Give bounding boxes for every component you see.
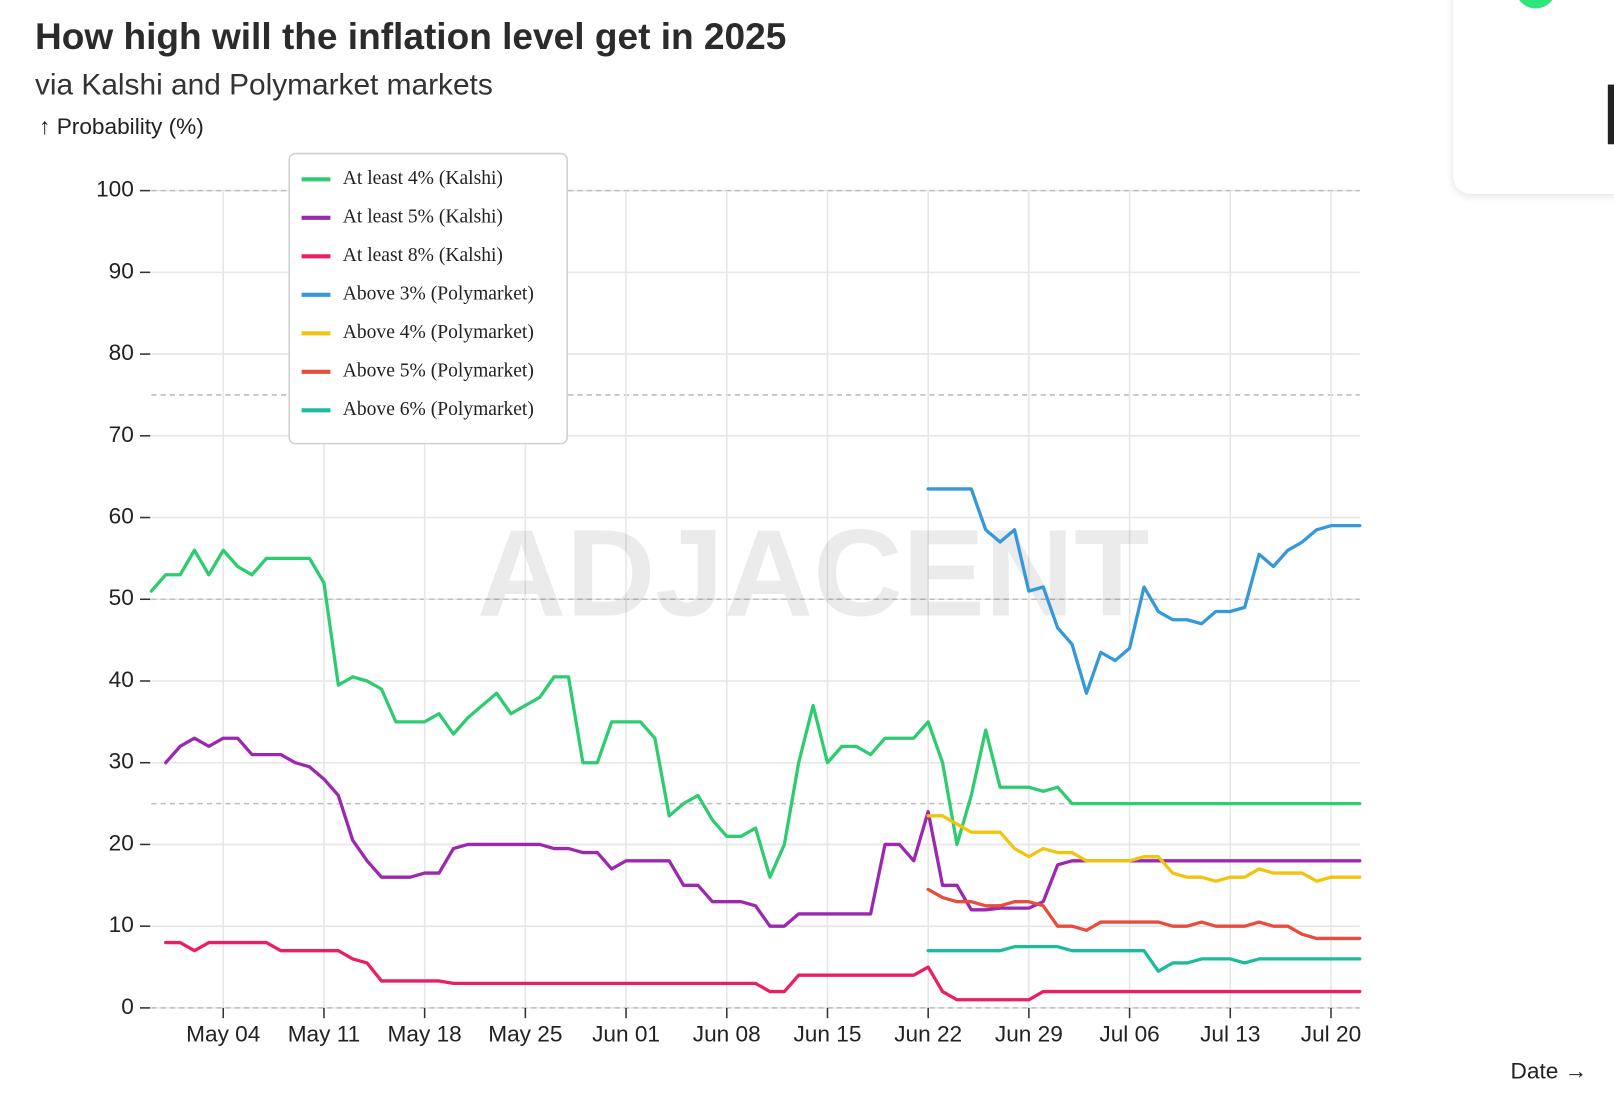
series-line [149, 548, 1362, 879]
series-line [926, 814, 1362, 883]
series-line [164, 736, 1362, 928]
legend-label: At least 4% (Kalshi) [343, 168, 503, 189]
y-tick-label: 30 [109, 749, 134, 774]
card-edge [1607, 84, 1614, 145]
x-tick-label: May 11 [288, 1022, 361, 1047]
y-tick-label: 90 [109, 258, 134, 283]
series-line [926, 945, 1362, 973]
x-tick-label: Jun 01 [592, 1022, 660, 1047]
x-tick-label: Jun 15 [793, 1022, 861, 1047]
legend-label: At least 5% (Kalshi) [343, 206, 503, 227]
y-tick-label: 60 [109, 504, 134, 529]
series-line [926, 487, 1362, 695]
x-tick-label: Jul 13 [1200, 1022, 1260, 1047]
legend-label: At least 8% (Kalshi) [343, 245, 503, 266]
status-dot [1519, 0, 1553, 9]
y-tick-label: 40 [109, 667, 134, 692]
y-tick-label: 10 [109, 912, 134, 937]
legend-label: Above 5% (Polymarket) [343, 360, 534, 381]
x-axis-label: Date → [1511, 1059, 1588, 1084]
legend-label: Above 6% (Polymarket) [343, 399, 534, 420]
x-tick-label: Jul 20 [1301, 1022, 1361, 1047]
legend: At least 4% (Kalshi) At least 5% (Kalshi)… [288, 152, 568, 445]
series-line [164, 940, 1362, 1002]
y-axis-label: ↑ Probability (%) [39, 114, 204, 139]
x-tick-label: May 04 [186, 1022, 260, 1047]
x-tick-label: Jul 06 [1099, 1022, 1159, 1047]
x-tick-label: Jun 08 [693, 1022, 761, 1047]
lines [149, 487, 1362, 1002]
legend-label: Above 4% (Polymarket) [343, 322, 534, 343]
x-tick-label: Jun 29 [995, 1022, 1063, 1047]
y-tick-label: 70 [109, 422, 134, 447]
side-card [1453, 0, 1614, 194]
legend-box [288, 152, 568, 445]
x-tick-label: May 18 [388, 1022, 462, 1047]
chart-title: How high will the inflation level get in… [35, 15, 786, 57]
x-tick-label: May 25 [488, 1022, 562, 1047]
watermark: ADJACENT [477, 504, 1150, 642]
y-tick-label: 0 [121, 994, 134, 1019]
y-tick-label: 50 [109, 585, 134, 610]
y-tick-label: 100 [96, 177, 134, 202]
y-tick-label: 80 [109, 340, 134, 365]
x-tick-label: Jun 22 [894, 1022, 962, 1047]
legend-label: Above 3% (Polymarket) [343, 283, 534, 304]
series-line [926, 887, 1362, 941]
chart-subtitle: via Kalshi and Polymarket markets [35, 69, 493, 102]
y-tick-label: 20 [109, 830, 134, 855]
